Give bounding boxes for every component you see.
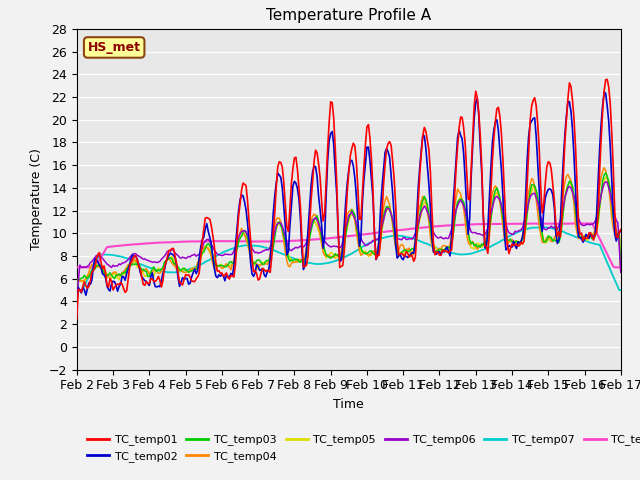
- TC_temp07: [401, 234, 408, 240]
- TC_temp03: [73, 299, 81, 304]
- Legend: TC_temp01, TC_temp02, TC_temp03, TC_temp04, TC_temp05, TC_temp06, TC_temp07, TC_: TC_temp01, TC_temp02, TC_temp03, TC_temp…: [83, 430, 640, 466]
- TC_temp08: [588, 220, 596, 226]
- TC_temp07: [552, 227, 559, 232]
- TC_temp05: [413, 232, 420, 238]
- TC_temp01: [413, 231, 420, 237]
- Y-axis label: Temperature (C): Temperature (C): [30, 148, 43, 250]
- TC_temp03: [617, 269, 625, 275]
- TC_temp03: [174, 264, 182, 270]
- Text: HS_met: HS_met: [88, 41, 141, 54]
- TC_temp04: [88, 261, 96, 267]
- TC_temp02: [600, 89, 608, 95]
- TC_temp06: [383, 206, 390, 212]
- TC_temp02: [88, 277, 96, 283]
- TC_temp05: [73, 299, 81, 304]
- TC_temp01: [73, 316, 81, 322]
- Line: TC_temp04: TC_temp04: [77, 168, 621, 300]
- TC_temp05: [401, 250, 408, 256]
- TC_temp07: [538, 224, 546, 230]
- TC_temp07: [383, 234, 390, 240]
- TC_temp02: [413, 210, 420, 216]
- TC_temp06: [401, 235, 408, 240]
- TC_temp08: [401, 227, 408, 232]
- TC_temp01: [88, 269, 96, 275]
- TC_temp01: [174, 270, 182, 276]
- TC_temp08: [88, 264, 96, 270]
- TC_temp01: [617, 227, 625, 232]
- TC_temp07: [617, 287, 625, 293]
- TC_temp04: [600, 165, 608, 170]
- TC_temp03: [413, 235, 420, 241]
- TC_temp08: [73, 264, 81, 270]
- TC_temp02: [383, 145, 390, 151]
- TC_temp08: [413, 225, 420, 231]
- X-axis label: Time: Time: [333, 398, 364, 411]
- TC_temp03: [401, 247, 408, 252]
- Line: TC_temp07: TC_temp07: [77, 227, 621, 290]
- TC_temp08: [550, 221, 558, 227]
- TC_temp01: [383, 146, 390, 152]
- Line: TC_temp08: TC_temp08: [77, 223, 621, 267]
- TC_temp02: [550, 204, 558, 210]
- TC_temp02: [617, 228, 625, 233]
- TC_temp07: [174, 269, 182, 275]
- TC_temp04: [174, 267, 182, 273]
- TC_temp03: [602, 170, 609, 176]
- TC_temp03: [383, 204, 390, 209]
- TC_temp05: [174, 267, 182, 273]
- TC_temp01: [604, 76, 611, 82]
- TC_temp08: [617, 264, 625, 270]
- TC_temp08: [174, 239, 182, 245]
- TC_temp05: [88, 270, 96, 276]
- TC_temp07: [88, 267, 96, 273]
- Line: TC_temp01: TC_temp01: [77, 79, 621, 319]
- TC_temp01: [550, 197, 558, 203]
- TC_temp06: [550, 224, 558, 230]
- TC_temp04: [413, 221, 420, 227]
- TC_temp02: [401, 253, 408, 259]
- TC_temp04: [401, 248, 408, 254]
- TC_temp04: [383, 193, 390, 199]
- TC_temp06: [88, 259, 96, 264]
- TC_temp05: [383, 207, 390, 213]
- TC_temp05: [617, 268, 625, 274]
- TC_temp05: [550, 236, 558, 242]
- TC_temp07: [73, 287, 81, 293]
- TC_temp03: [550, 237, 558, 243]
- TC_temp01: [401, 253, 408, 259]
- TC_temp03: [88, 268, 96, 274]
- Title: Temperature Profile A: Temperature Profile A: [266, 9, 431, 24]
- Line: TC_temp03: TC_temp03: [77, 173, 621, 301]
- Line: TC_temp05: TC_temp05: [77, 177, 621, 301]
- TC_temp06: [617, 270, 625, 276]
- TC_temp06: [602, 179, 609, 185]
- Line: TC_temp02: TC_temp02: [77, 92, 621, 301]
- TC_temp06: [73, 295, 81, 301]
- TC_temp08: [383, 229, 390, 235]
- TC_temp04: [550, 235, 558, 240]
- TC_temp04: [617, 269, 625, 275]
- TC_temp02: [73, 299, 81, 304]
- TC_temp06: [174, 252, 182, 258]
- TC_temp05: [602, 174, 609, 180]
- TC_temp04: [73, 297, 81, 302]
- Line: TC_temp06: TC_temp06: [77, 182, 621, 298]
- TC_temp07: [413, 237, 420, 242]
- TC_temp06: [413, 227, 420, 233]
- TC_temp02: [174, 275, 182, 280]
